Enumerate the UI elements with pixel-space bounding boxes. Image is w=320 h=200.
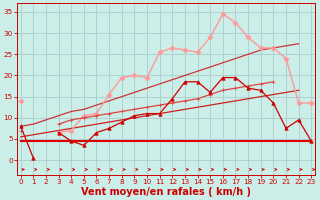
X-axis label: Vent moyen/en rafales ( km/h ): Vent moyen/en rafales ( km/h )	[81, 187, 251, 197]
